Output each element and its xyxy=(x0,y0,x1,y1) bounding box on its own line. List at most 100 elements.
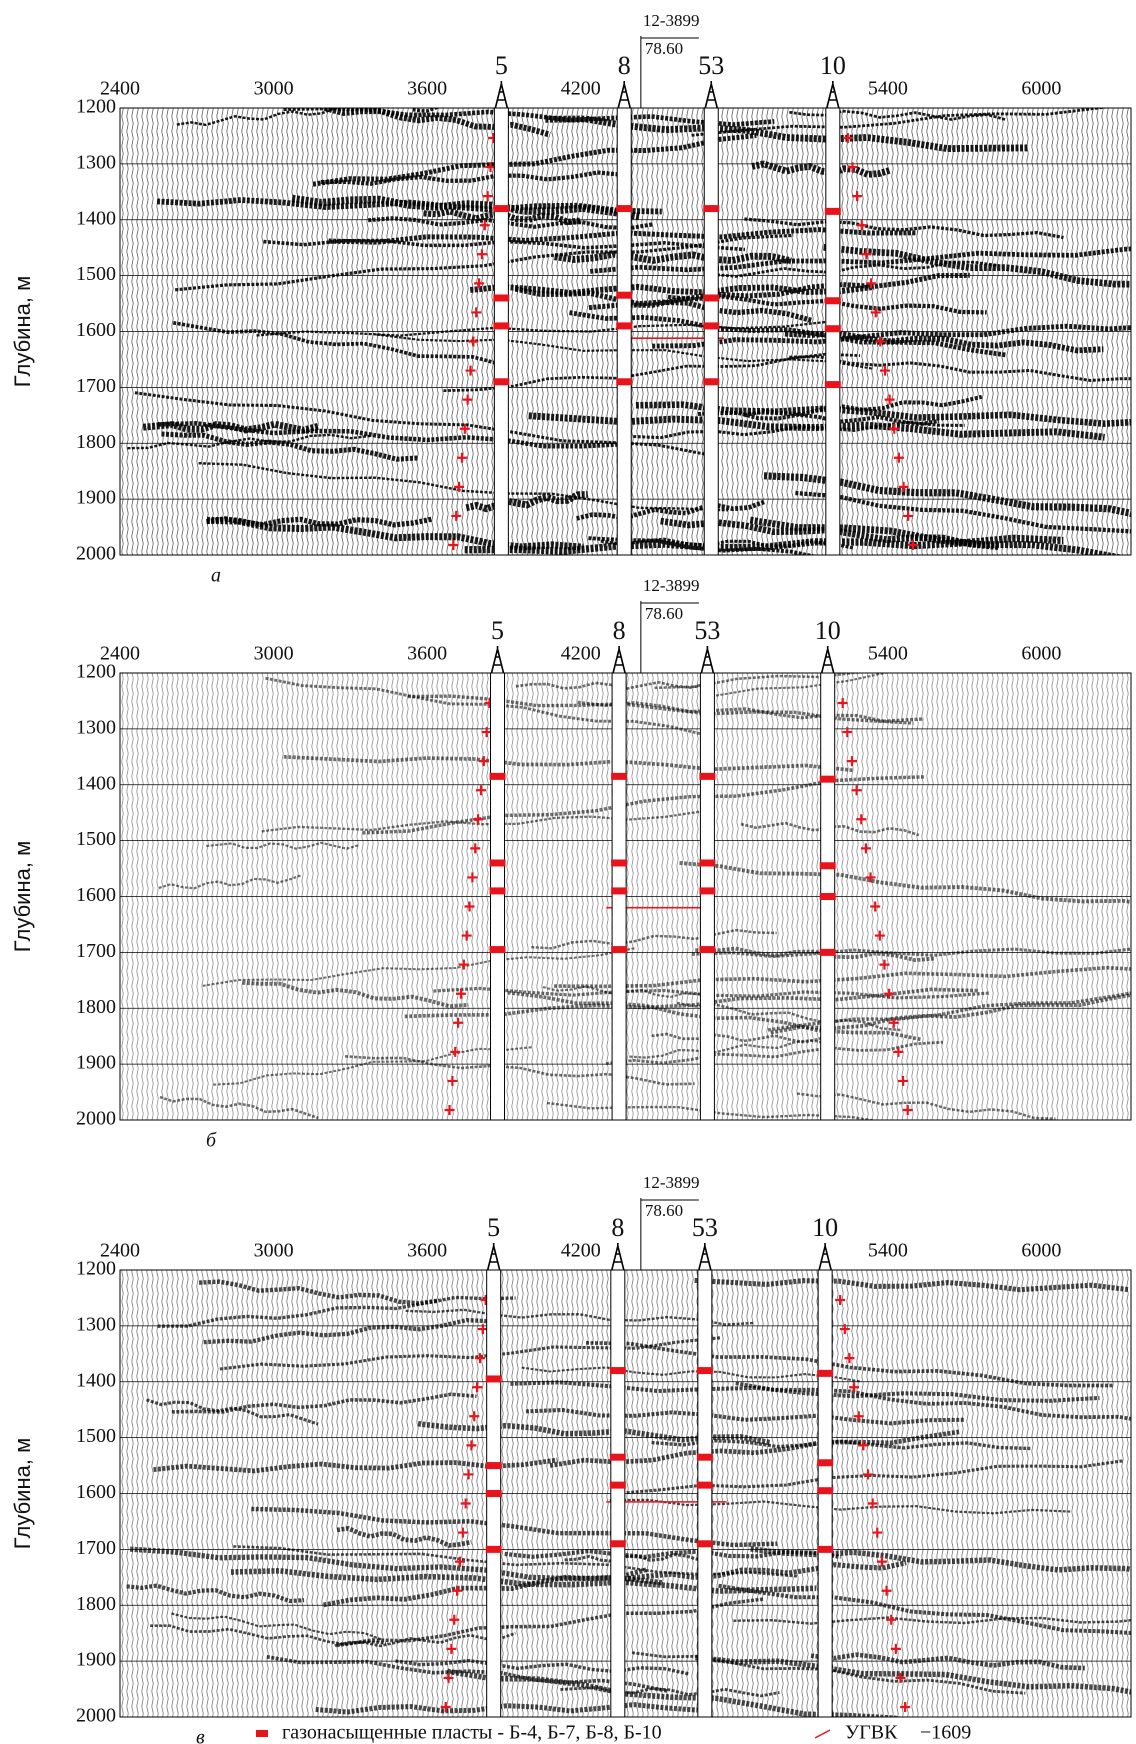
gas-layer xyxy=(609,1540,626,1548)
x-tick-label: 6000 xyxy=(1021,1240,1061,1262)
fault-cross xyxy=(846,756,857,767)
gas-layer xyxy=(609,1453,626,1461)
well xyxy=(611,672,627,1121)
y-tick-label: 1400 xyxy=(76,207,116,229)
gas-layer xyxy=(489,887,506,895)
legend-gwc-swatch xyxy=(814,1729,831,1739)
fault-cross xyxy=(452,1585,463,1596)
reflector xyxy=(823,244,1131,288)
fault-cross xyxy=(844,1353,855,1364)
gas-layer xyxy=(824,381,841,389)
reflector xyxy=(443,352,861,393)
gas-layer xyxy=(611,859,628,867)
y-tick-label: 1500 xyxy=(76,1425,116,1447)
well-name: 5 xyxy=(491,616,504,645)
fault-cross xyxy=(479,220,490,231)
derrick xyxy=(490,646,505,674)
fault-cross xyxy=(849,1382,860,1393)
well-name: 53 xyxy=(692,1213,718,1242)
fault-cross xyxy=(485,162,496,173)
gas-layer xyxy=(696,1367,713,1375)
gas-layer xyxy=(609,1367,626,1375)
reference-well-label: 78.60 xyxy=(645,604,683,623)
reflector xyxy=(206,841,360,850)
fault-cross xyxy=(856,814,867,825)
gas-layer xyxy=(819,775,836,783)
fault-cross xyxy=(860,843,871,854)
reflector xyxy=(770,993,1131,1035)
y-tick-label: 1200 xyxy=(76,1258,116,1280)
panel-label: в xyxy=(196,1727,205,1744)
y-tick-label: 1800 xyxy=(76,1593,116,1615)
y-tick-label: 1900 xyxy=(76,1052,116,1074)
y-tick-label: 1600 xyxy=(76,884,116,906)
reflector xyxy=(171,1392,477,1414)
reflector xyxy=(283,108,775,127)
reflector xyxy=(652,323,1131,349)
fault-cross xyxy=(839,1324,850,1335)
well-name: 10 xyxy=(820,51,846,80)
reflector xyxy=(172,321,501,366)
gas-layer xyxy=(703,205,720,213)
reflector xyxy=(694,1277,1129,1293)
fault-cross xyxy=(875,336,886,347)
reflector xyxy=(542,985,714,1001)
reflector xyxy=(744,217,1064,240)
fault-cross xyxy=(464,901,475,912)
gas-layer xyxy=(817,1545,834,1553)
gas-layer xyxy=(489,946,506,954)
x-tick-label: 3000 xyxy=(254,78,294,100)
fault-cross xyxy=(471,307,482,318)
y-tick-label: 1700 xyxy=(76,375,116,397)
y-tick-label: 1400 xyxy=(76,1369,116,1391)
fault-cross xyxy=(472,1382,483,1393)
reflector xyxy=(233,1545,799,1578)
seismic-texture xyxy=(120,673,1131,1120)
y-tick-label: 1400 xyxy=(76,772,116,794)
x-tick-label: 5400 xyxy=(868,643,908,665)
gas-layer xyxy=(616,291,633,299)
reflector xyxy=(469,283,875,296)
y-tick-label: 1700 xyxy=(76,940,116,962)
fault-cross xyxy=(450,1046,461,1057)
fault-cross xyxy=(456,452,467,463)
fault-cross xyxy=(446,1643,457,1654)
fault-cross xyxy=(902,1105,913,1115)
reflector xyxy=(323,1567,647,1608)
gas-layer xyxy=(817,1369,834,1377)
gas-layer xyxy=(489,859,506,867)
gas-layer xyxy=(493,378,510,386)
x-tick-label: 3600 xyxy=(407,78,447,100)
gas-layer xyxy=(703,378,720,386)
well-name: 53 xyxy=(698,51,724,80)
reflector xyxy=(261,810,702,833)
y-tick-label: 1800 xyxy=(76,996,116,1018)
x-tick-label: 2400 xyxy=(100,78,140,100)
fault-cross xyxy=(881,1585,892,1596)
reflector xyxy=(751,160,892,178)
reflector xyxy=(263,238,746,252)
reflector xyxy=(315,1702,698,1715)
gas-layer xyxy=(703,322,720,330)
x-tick-label: 5400 xyxy=(868,78,908,100)
panel-label: б xyxy=(206,1130,217,1152)
well xyxy=(493,107,509,556)
gas-layer xyxy=(611,772,628,780)
fault-cross xyxy=(462,394,473,405)
gas-layer xyxy=(699,946,716,954)
gas-layer xyxy=(611,887,628,895)
reflector xyxy=(157,1295,516,1328)
fault-cross xyxy=(466,1440,477,1451)
y-tick-label: 1700 xyxy=(76,1537,116,1559)
reflector xyxy=(465,491,588,513)
gas-layer xyxy=(609,1481,626,1489)
reflector xyxy=(789,355,1131,383)
fault-cross xyxy=(470,843,481,854)
fault-cross xyxy=(444,1105,455,1115)
well xyxy=(703,107,719,556)
reflector xyxy=(158,874,302,890)
fault-cross xyxy=(440,1702,451,1712)
reflector xyxy=(230,1567,817,1594)
gas-layer xyxy=(485,1545,502,1553)
y-tick-label: 2000 xyxy=(76,1108,116,1130)
